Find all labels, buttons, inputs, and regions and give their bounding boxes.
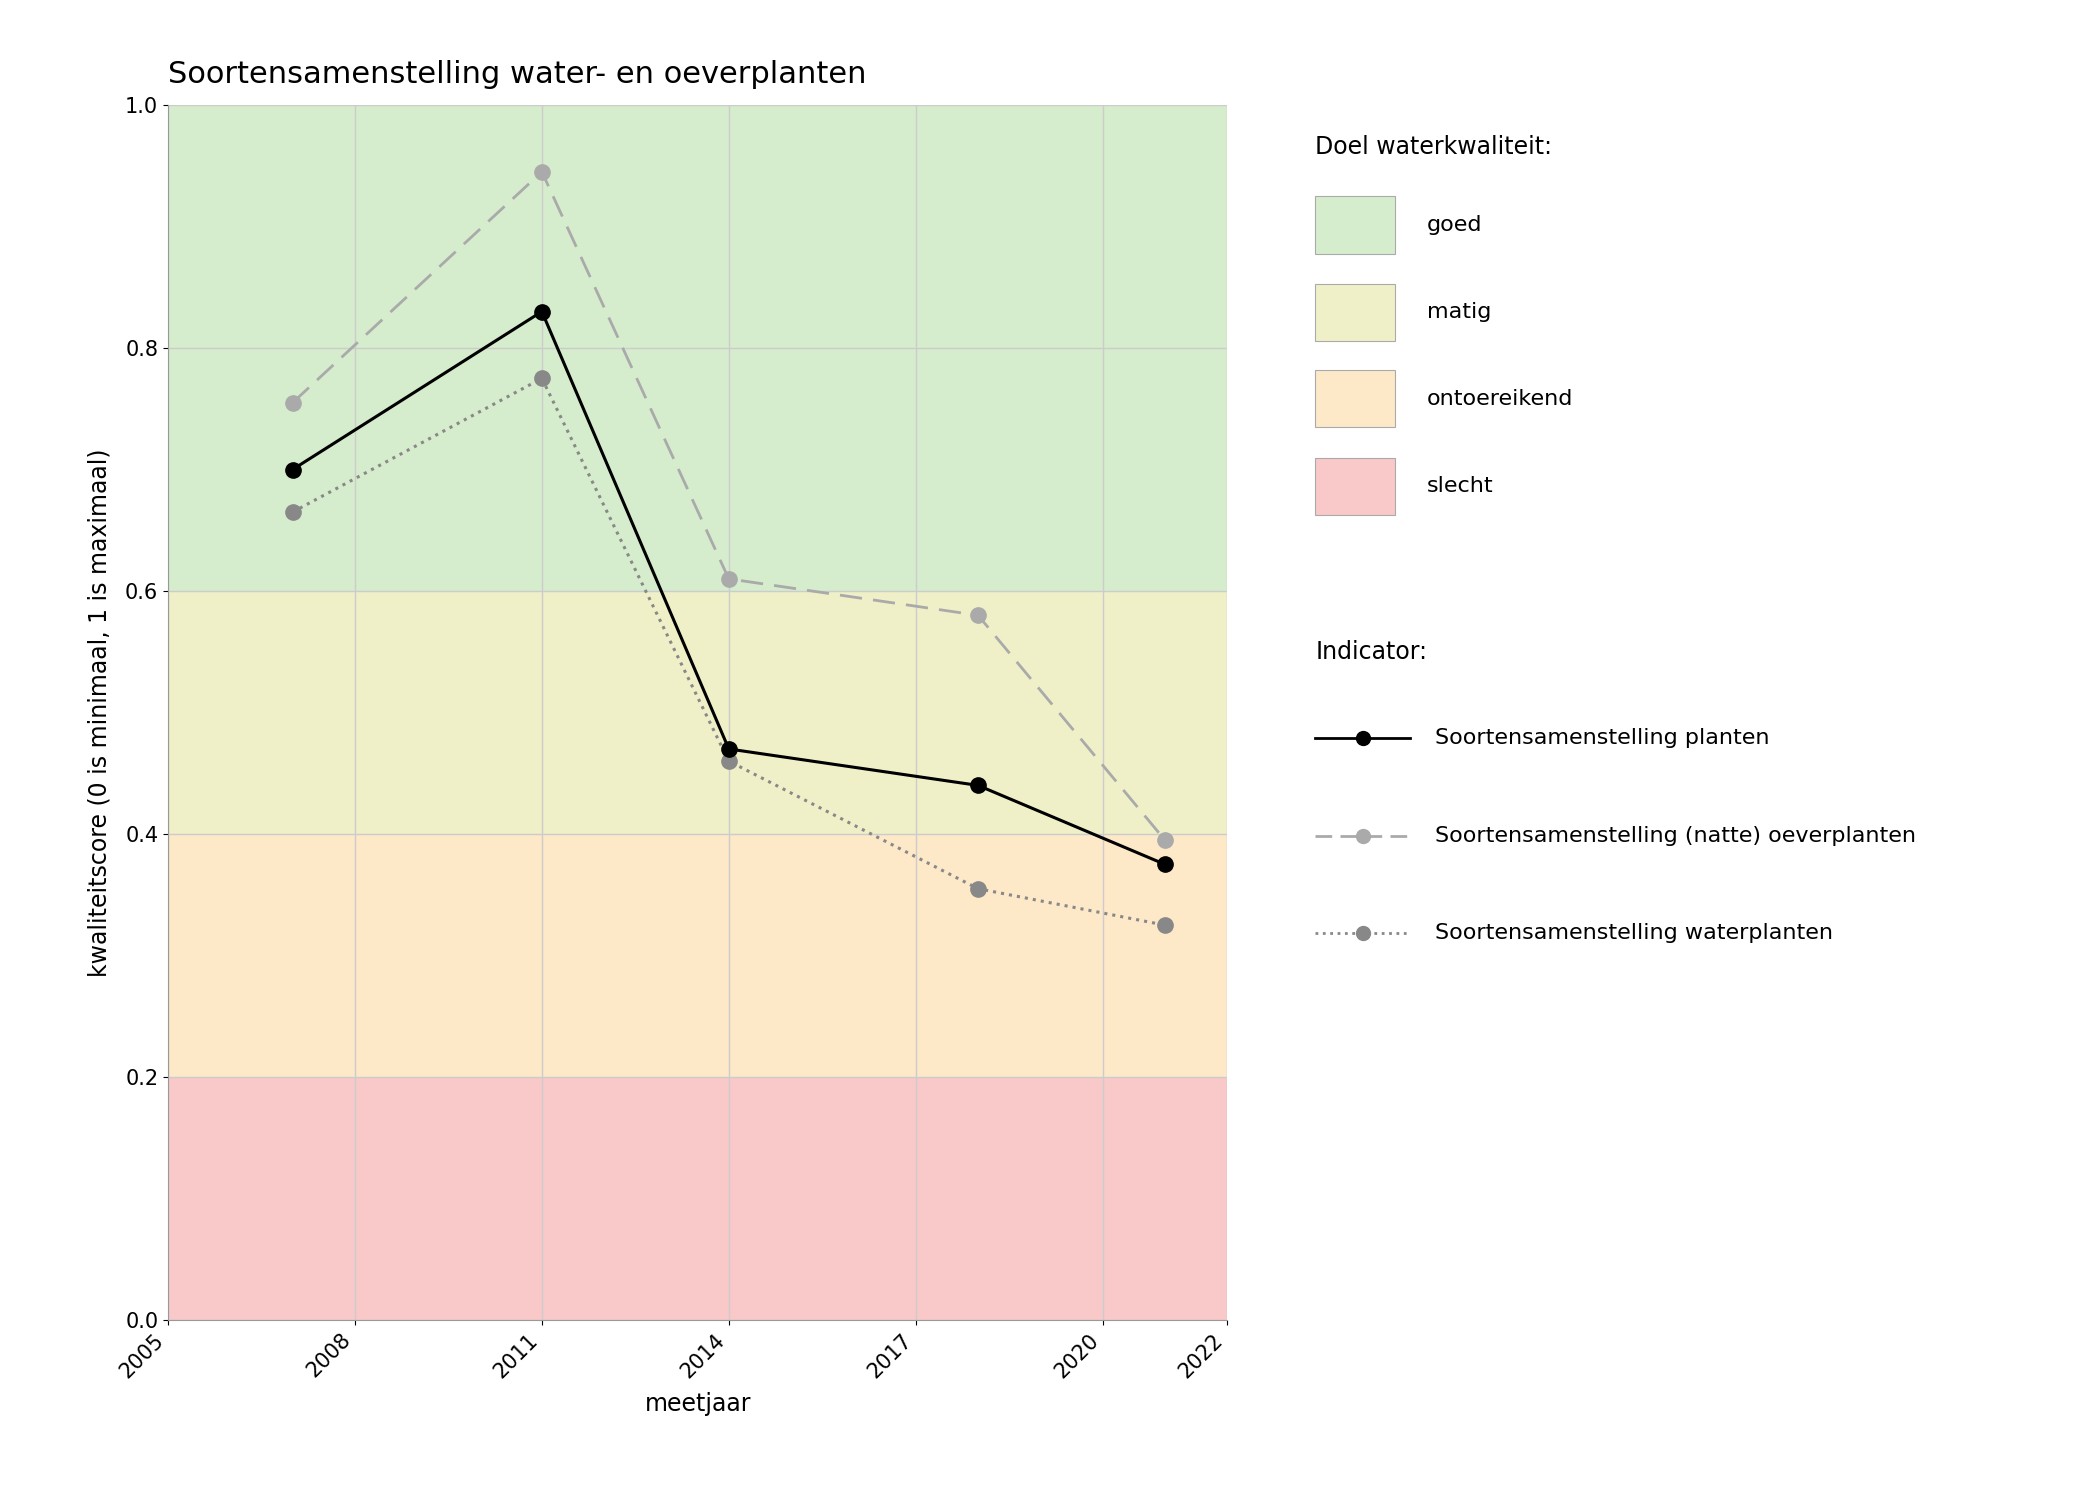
Text: Doel waterkwaliteit:: Doel waterkwaliteit: (1315, 135, 1552, 159)
Text: Soortensamenstelling planten: Soortensamenstelling planten (1434, 728, 1770, 748)
Y-axis label: kwaliteitscore (0 is minimaal, 1 is maximaal): kwaliteitscore (0 is minimaal, 1 is maxi… (86, 448, 111, 976)
Text: Indicator:: Indicator: (1315, 640, 1428, 664)
Bar (168, 834, 1226, 1077)
X-axis label: meetjaar: meetjaar (645, 1392, 752, 1416)
Bar (168, 105, 1226, 591)
Text: Soortensamenstelling (natte) oeverplanten: Soortensamenstelling (natte) oeverplante… (1434, 825, 1915, 846)
Text: ontoereikend: ontoereikend (1426, 388, 1573, 410)
Text: Soortensamenstelling waterplanten: Soortensamenstelling waterplanten (1434, 922, 1833, 944)
Text: goed: goed (1426, 214, 1483, 236)
Text: matig: matig (1426, 302, 1491, 322)
Text: Soortensamenstelling water- en oeverplanten: Soortensamenstelling water- en oeverplan… (168, 60, 867, 88)
Text: slecht: slecht (1426, 476, 1493, 496)
Bar (168, 1077, 1226, 1320)
Bar (168, 591, 1226, 834)
